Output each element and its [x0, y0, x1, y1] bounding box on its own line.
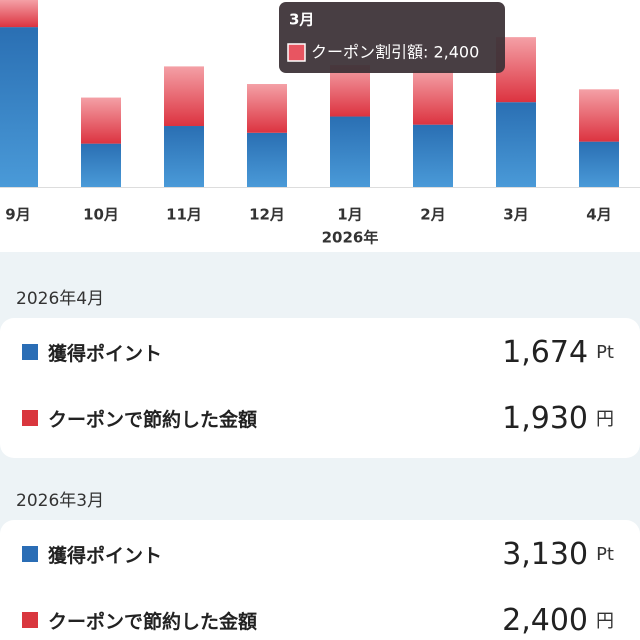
- section-title: 2026年4月: [16, 289, 105, 309]
- item-unit: 円: [596, 409, 614, 430]
- x-tick-label: 10月: [83, 206, 119, 224]
- summary-row: クーポンで節約した金額 1,930 円: [22, 398, 614, 438]
- bar-segment: [496, 102, 536, 187]
- legend-swatch: [22, 612, 38, 628]
- bar-segment: [81, 143, 121, 187]
- bar-segment: [330, 116, 370, 187]
- tooltip-swatch: [287, 43, 306, 62]
- bar-segment: [579, 89, 619, 142]
- legend-swatch: [22, 410, 38, 426]
- item-value: 1,930: [502, 400, 588, 436]
- summary-card: 獲得ポイント 1,674 Pt クーポンで節約した金額 1,930 円: [0, 318, 640, 458]
- tooltip-text: クーポン割引額: 2,400: [311, 43, 479, 62]
- item-unit: 円: [596, 611, 614, 632]
- section-title: 2026年3月: [16, 491, 105, 511]
- item-label: 獲得ポイント: [48, 544, 163, 567]
- summary-row: 獲得ポイント 1,674 Pt: [22, 332, 614, 372]
- bar-segment: [0, 0, 38, 28]
- bar-segment: [81, 97, 121, 144]
- item-value: 3,130: [502, 536, 589, 572]
- x-tick-label: 9月: [5, 206, 30, 224]
- summary-card: 獲得ポイント 3,130 Pt クーポンで節約した金額 2,400 円: [0, 520, 640, 640]
- year-label: 2026年: [322, 229, 379, 247]
- item-unit: Pt: [596, 543, 614, 565]
- legend-swatch: [22, 546, 38, 562]
- bar-segment: [330, 65, 370, 117]
- bar-segment: [164, 66, 204, 127]
- bar-segment: [413, 124, 453, 187]
- bar-segment: [164, 126, 204, 187]
- bar-segment: [579, 141, 619, 187]
- x-tick-label: 4月: [586, 206, 611, 224]
- x-tick-label: 11月: [166, 206, 202, 224]
- tooltip-title: 3月: [289, 11, 314, 29]
- item-value: 1,674: [502, 334, 589, 370]
- item-value: 2,400: [502, 602, 588, 638]
- bar-segment: [247, 84, 287, 133]
- summary-row: クーポンで節約した金額 2,400 円: [22, 600, 614, 640]
- x-tick-label: 1月: [337, 206, 362, 224]
- item-label: クーポンで節約した金額: [48, 610, 258, 633]
- bar-segment: [247, 132, 287, 187]
- bar-segment: [0, 27, 38, 187]
- item-label: クーポンで節約した金額: [48, 408, 258, 431]
- x-tick-label: 3月: [503, 206, 528, 224]
- bar-segment: [413, 70, 453, 125]
- item-label: 獲得ポイント: [48, 342, 163, 365]
- x-tick-label: 12月: [249, 206, 285, 224]
- tooltip-box: [279, 2, 505, 73]
- legend-swatch: [22, 344, 38, 360]
- summary-row: 獲得ポイント 3,130 Pt: [22, 534, 614, 574]
- item-unit: Pt: [596, 341, 614, 363]
- x-tick-label: 2月: [420, 206, 445, 224]
